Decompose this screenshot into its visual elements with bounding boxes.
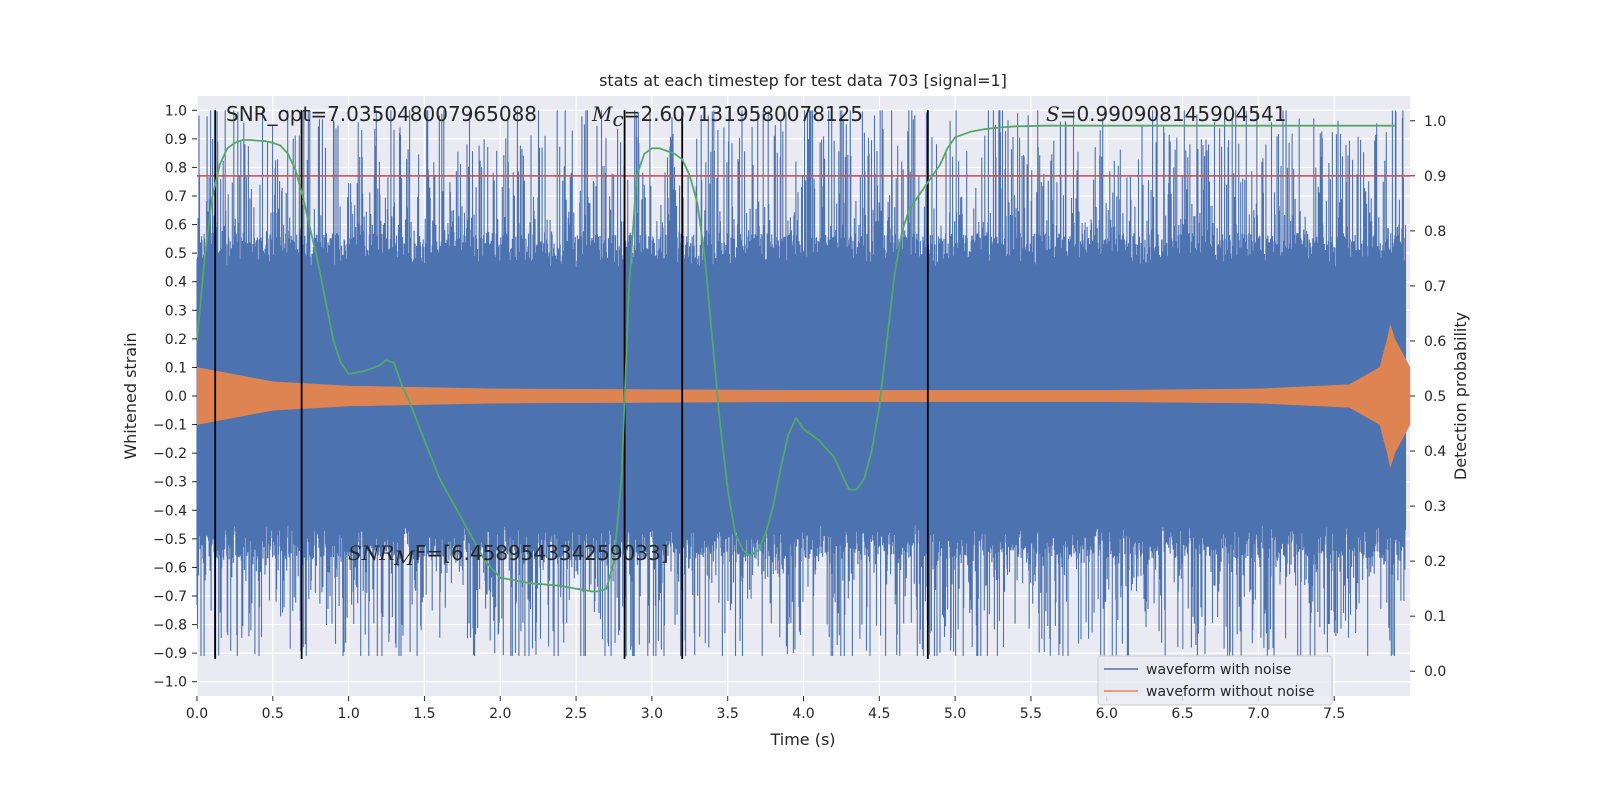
y-tick-label: −0.3 bbox=[153, 475, 187, 491]
y-tick-label: −1.0 bbox=[153, 675, 187, 691]
x-tick-label: 5.0 bbox=[944, 706, 966, 722]
y-tick-label: −0.7 bbox=[153, 589, 187, 605]
waveform-without-noise-series bbox=[196, 323, 1411, 469]
y-tick-label: −0.1 bbox=[153, 418, 187, 434]
legend-label-noise: waveform with noise bbox=[1146, 662, 1291, 678]
x-tick-label: 7.0 bbox=[1247, 706, 1269, 722]
y-tick-label: 0.0 bbox=[165, 389, 187, 405]
y-tick-label: 0.2 bbox=[165, 332, 187, 348]
annotation-mc: Mc=2.6071319580078125 bbox=[591, 102, 863, 131]
y-axis-label: Whitened strain bbox=[121, 332, 140, 459]
x-tick-label: 4.0 bbox=[792, 706, 814, 722]
y-tick-label: 0.3 bbox=[165, 303, 187, 319]
x-tick-label: 7.5 bbox=[1323, 706, 1345, 722]
y-tick-label: 0.7 bbox=[165, 189, 187, 205]
y2-tick-label: 0.9 bbox=[1424, 169, 1446, 185]
y-tick-label: −0.5 bbox=[153, 532, 187, 548]
x-tick-label: 4.5 bbox=[868, 706, 890, 722]
y-tick-label: 0.1 bbox=[165, 360, 187, 376]
x-tick-label: 3.5 bbox=[717, 706, 739, 722]
x-axis-label: Time (s) bbox=[769, 730, 835, 749]
y-tick-label: −0.6 bbox=[153, 560, 187, 576]
x-tick-label: 6.0 bbox=[1096, 706, 1118, 722]
x-tick-label: 3.0 bbox=[641, 706, 663, 722]
x-tick-label: 1.0 bbox=[337, 706, 359, 722]
x-tick-label: 0.5 bbox=[262, 706, 284, 722]
y-tick-label: −0.9 bbox=[153, 646, 187, 662]
y-tick-label: −0.4 bbox=[153, 503, 187, 519]
waveform-without-noise-line bbox=[196, 323, 1411, 469]
y2-tick-label: 0.2 bbox=[1424, 554, 1446, 570]
x-tick-label: 1.5 bbox=[413, 706, 435, 722]
x-tick-label: 5.5 bbox=[1020, 706, 1042, 722]
y-tick-label: −0.2 bbox=[153, 446, 187, 462]
chart-title: stats at each timestep for test data 703… bbox=[599, 71, 1007, 90]
y2-tick-label: 0.3 bbox=[1424, 499, 1446, 515]
legend-box bbox=[1097, 655, 1333, 706]
x-tick-label: 6.5 bbox=[1171, 706, 1193, 722]
y-tick-label: −0.8 bbox=[153, 618, 187, 634]
x-tick-label: 2.0 bbox=[489, 706, 511, 722]
y2-axis-label: Detection probability bbox=[1451, 312, 1470, 480]
annotation-s: S=0.990908145904541 bbox=[1046, 102, 1286, 126]
y-tick-label: 0.6 bbox=[165, 218, 187, 234]
legend: waveform with noise waveform without noi… bbox=[1097, 655, 1333, 706]
y-tick-label: 0.9 bbox=[165, 132, 187, 148]
annotation-snr-mf: SNRMF=[6.458954334259033] bbox=[348, 541, 669, 570]
y-tick-label: 0.8 bbox=[165, 160, 187, 176]
y-tick-label: 1.0 bbox=[165, 103, 187, 119]
x-tick-label: 2.5 bbox=[565, 706, 587, 722]
y2-tick-label: 0.5 bbox=[1424, 389, 1446, 405]
y-tick-label: 0.4 bbox=[165, 275, 187, 291]
y2-tick-label: 0.4 bbox=[1424, 444, 1446, 460]
y2-tick-label: 0.0 bbox=[1424, 664, 1446, 680]
detection-probability-line bbox=[196, 124, 1395, 593]
y2-tick-label: 1.0 bbox=[1424, 114, 1446, 130]
y-tick-label: 0.5 bbox=[165, 246, 187, 262]
y2-tick-label: 0.7 bbox=[1424, 279, 1446, 295]
y2-tick-label: 0.1 bbox=[1424, 609, 1446, 625]
annotation-snr-opt: SNR_opt=7.035048007965088 bbox=[226, 102, 537, 126]
axis-ticks: 0.0 0.5 1.0 1.5 2.0 2.5 3.0 3.5 4.0 4.5 5.0 5.5 6.0 6… bbox=[153, 103, 1446, 722]
x-tick-label: 0.0 bbox=[186, 706, 208, 722]
detection-probability-series bbox=[196, 124, 1395, 593]
y2-tick-label: 0.8 bbox=[1424, 224, 1446, 240]
y2-tick-label: 0.6 bbox=[1424, 334, 1446, 350]
legend-label-clean: waveform without noise bbox=[1146, 684, 1314, 700]
